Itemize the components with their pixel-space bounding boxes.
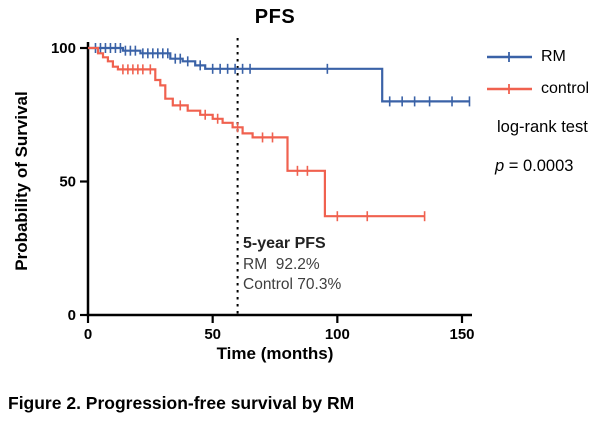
chart-title: PFS	[254, 6, 296, 28]
x-tick-label: 150	[449, 326, 474, 343]
y-axis-label: Probability of Survival	[12, 91, 31, 271]
p-value-text: p = 0.0003	[495, 157, 573, 176]
x-tick-label: 0	[84, 326, 92, 343]
log-rank-test-label: log-rank test	[497, 118, 588, 136]
km-curve-RM	[88, 46, 470, 103]
y-tick-label: 100	[51, 40, 76, 57]
y-tick-label: 50	[59, 174, 76, 191]
p-value: = 0.0003	[504, 157, 574, 175]
p-symbol: p	[495, 157, 505, 175]
annotation-rm-value: RM 92.2%	[243, 256, 320, 273]
x-tick-label: 100	[325, 326, 350, 343]
x-tick-label: 50	[204, 326, 221, 343]
legend-label-rm: RM	[541, 48, 566, 65]
figure-caption: Figure 2. Progression-free survival by R…	[8, 393, 355, 413]
legend-label-control: control	[541, 80, 590, 97]
x-axis-label: Time (months)	[216, 344, 334, 363]
annotation-control-value: Control 70.3%	[243, 276, 342, 293]
annotation-5yr-pfs-title: 5-year PFS	[243, 235, 326, 252]
y-tick-label: 0	[68, 307, 76, 324]
